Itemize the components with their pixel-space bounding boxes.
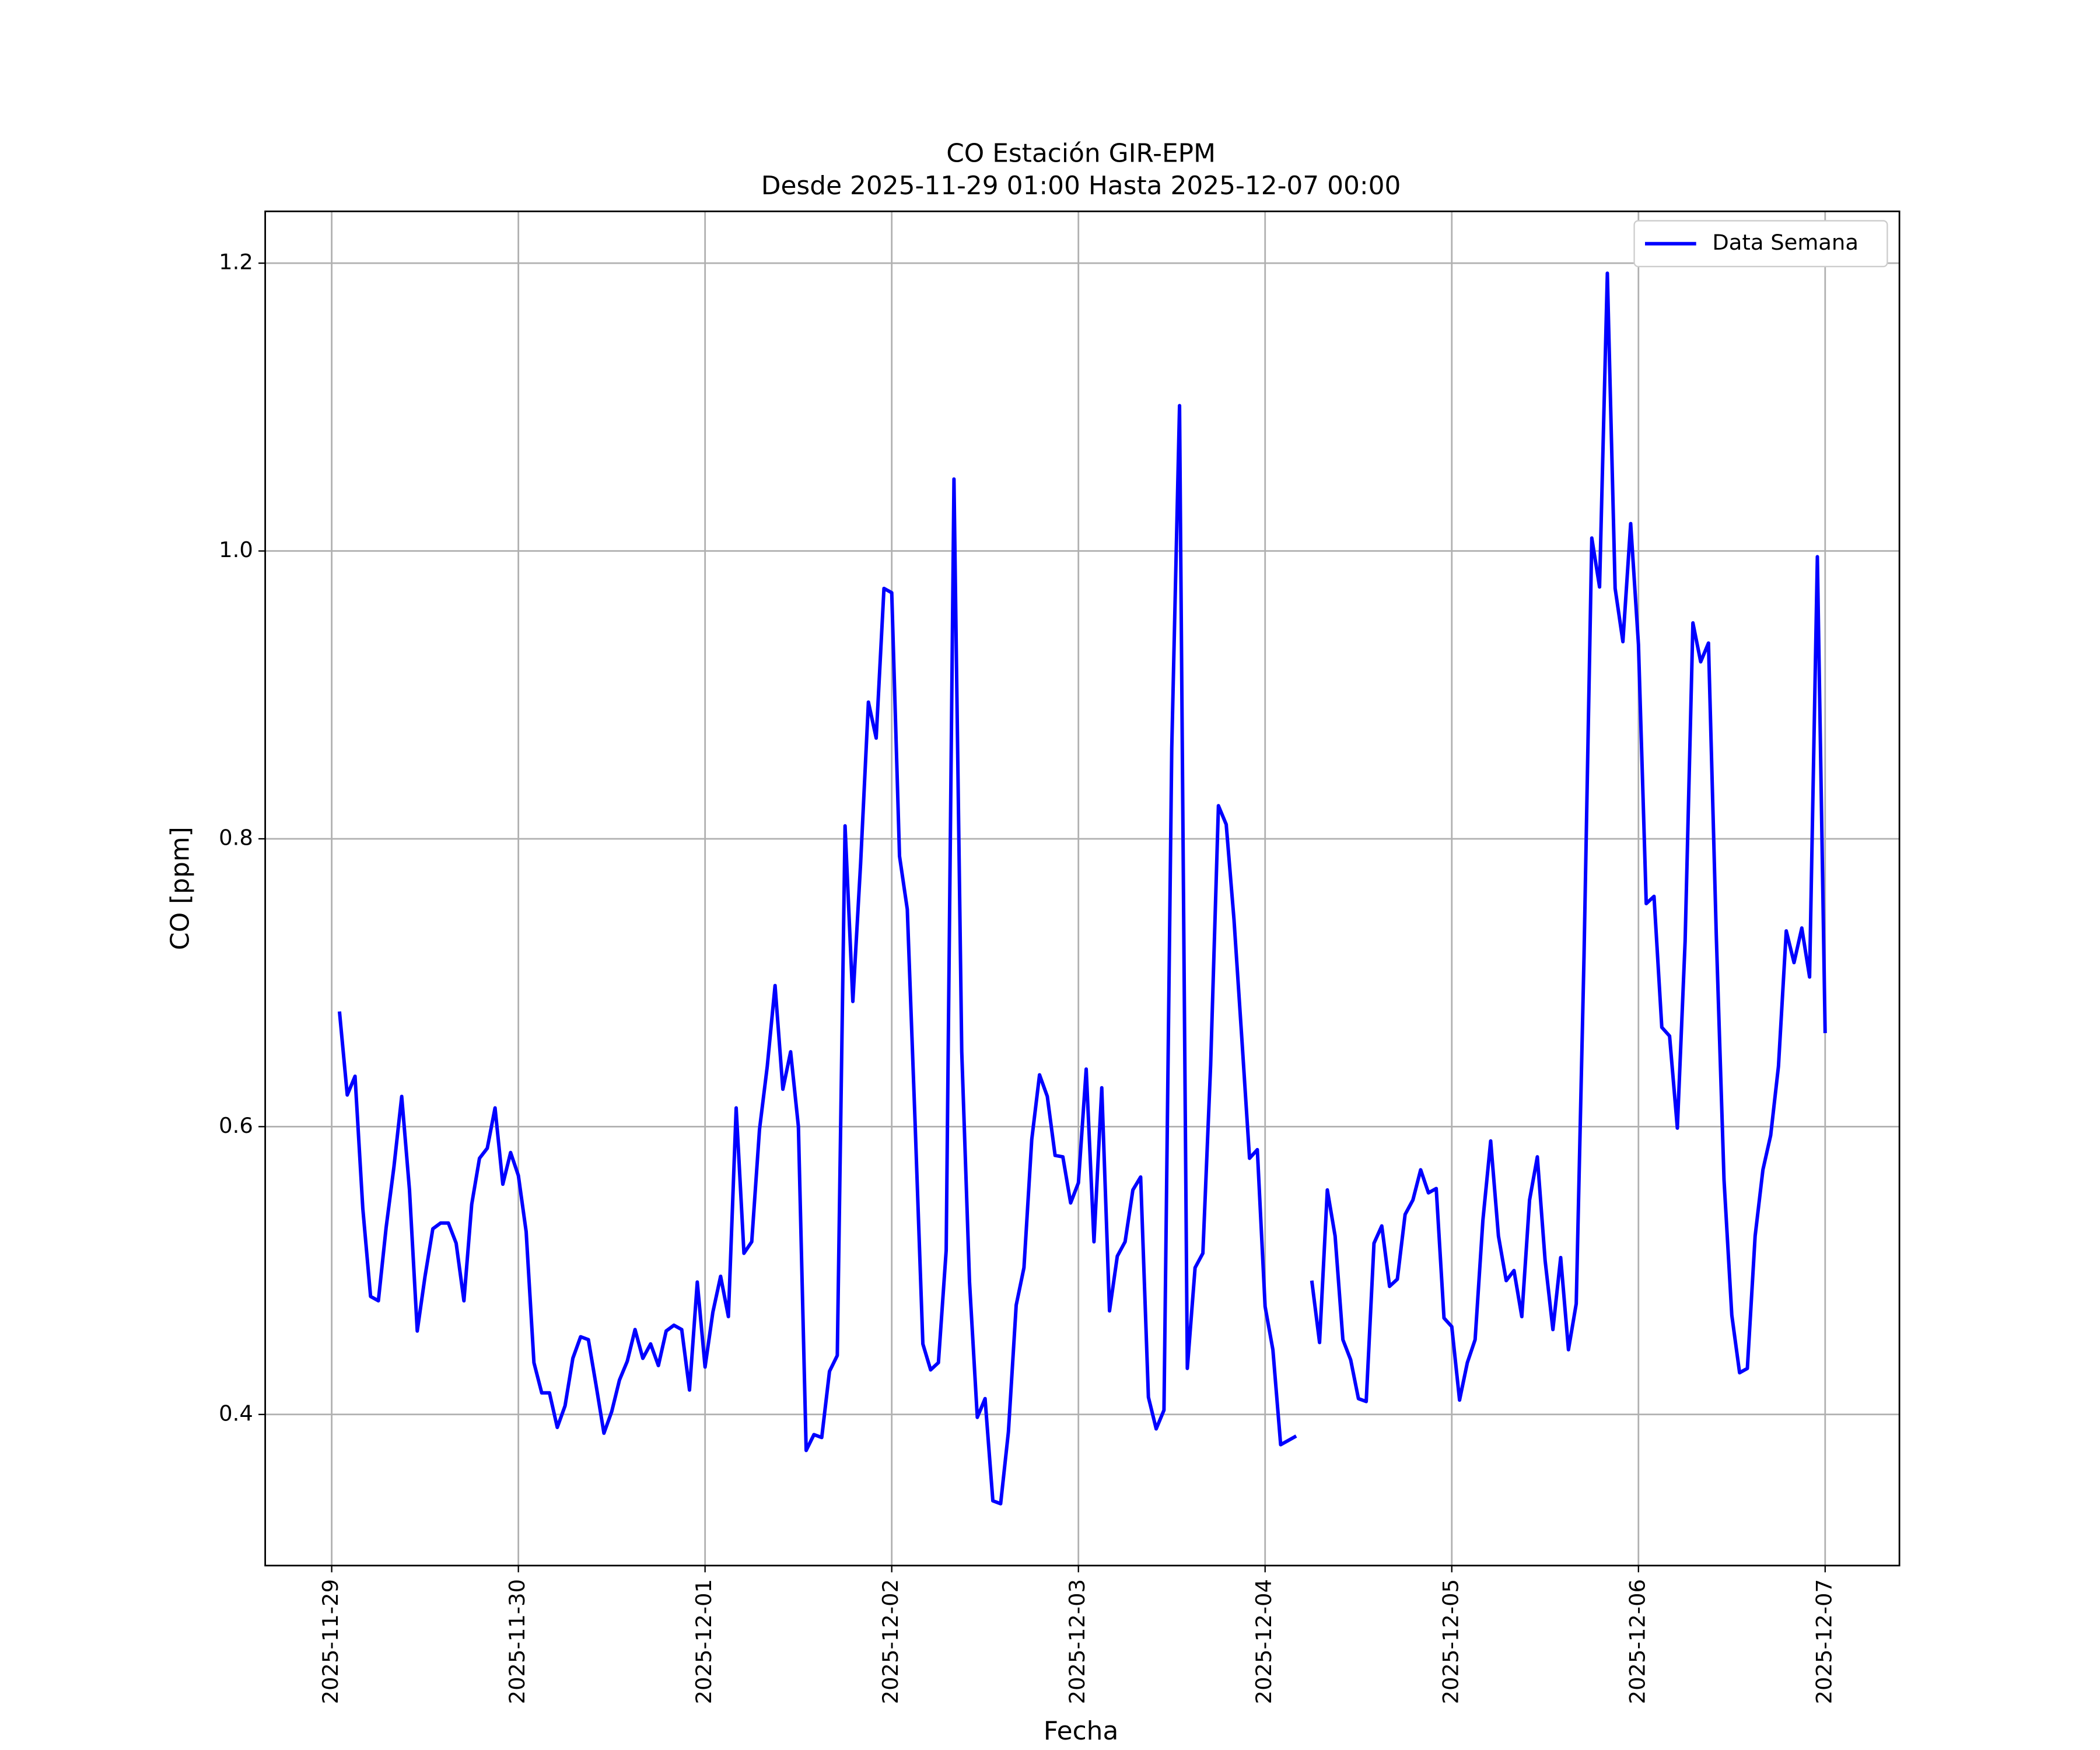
- x-tick-label: 2025-11-29: [318, 1579, 343, 1704]
- y-axis-label: CO [ppm]: [166, 827, 195, 950]
- x-tick-label: 2025-12-07: [1811, 1579, 1836, 1704]
- legend-label: Data Semana: [1712, 230, 1859, 255]
- x-axis-label: Fecha: [1044, 1716, 1119, 1746]
- x-tick-label: 2025-12-02: [878, 1579, 903, 1704]
- x-tick-label: 2025-12-06: [1625, 1579, 1650, 1704]
- legend-box: [1633, 220, 1888, 268]
- chart-subtitle: Desde 2025-11-29 01:00 Hasta 2025-12-07 …: [761, 171, 1401, 201]
- data-line: [337, 271, 1827, 1506]
- y-tick-label: 1.2: [219, 250, 253, 275]
- x-tick-label: 2025-12-05: [1438, 1579, 1463, 1704]
- x-tick-label: 2025-12-04: [1251, 1579, 1276, 1704]
- x-tick-label: 2025-12-03: [1065, 1579, 1090, 1704]
- y-tick-label: 0.6: [219, 1113, 253, 1138]
- chart-title: CO Estación GIR-EPM: [946, 138, 1216, 168]
- y-tick-label: 1.0: [219, 537, 253, 562]
- y-tick-label: 0.8: [219, 825, 253, 850]
- plot-frame: [264, 210, 1901, 1567]
- y-tick-label: 0.4: [219, 1401, 253, 1426]
- x-tick-label: 2025-12-01: [691, 1579, 716, 1704]
- x-tick-label: 2025-11-30: [505, 1579, 530, 1704]
- legend: Data Semana: [1633, 220, 1888, 268]
